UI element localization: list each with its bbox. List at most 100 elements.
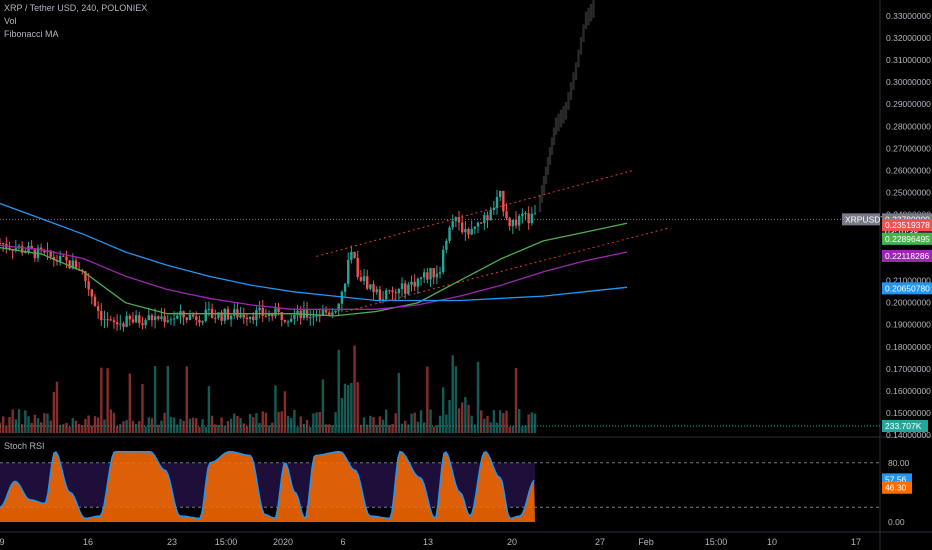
price-badge-text: 0.20650780 [885,283,930,293]
symbol-badge-text: XRPUSDT [845,214,886,224]
candle-body [454,217,458,221]
candle-body [100,311,103,321]
volume-bar [394,413,397,433]
projection-candle [552,127,556,146]
candle-body [96,306,100,312]
candle-body [65,256,68,261]
x-tick-label: 23 [167,537,177,547]
x-tick-label: 9 [0,537,5,547]
volume-bar [185,366,188,433]
volume-bar [375,424,378,433]
candle-body [312,316,315,318]
candle-body [115,322,119,325]
candle-body [486,215,489,221]
rsi-d-badge [882,481,912,494]
volume-bar [293,409,296,433]
candle-body [514,219,518,226]
candle-body [467,228,470,235]
candle-body [150,315,154,321]
volume-bar [87,415,90,433]
candle-body [353,251,356,258]
candle-body [435,273,439,278]
x-tick-label: 27 [595,537,605,547]
volume-bar [328,424,331,433]
volume-bar [324,424,328,433]
volume-bar [20,424,24,433]
candle-body [448,227,451,241]
volume-bar [157,424,160,433]
candle-body [283,319,287,322]
x-tick-label: 16 [83,537,93,547]
volume-bar [435,425,439,433]
volume-bar [369,415,372,433]
candle-body [214,317,217,319]
projection-candle [572,72,575,90]
candle-body [359,277,363,281]
candle-body [195,316,198,320]
candle-body [315,315,318,317]
candle-body [328,312,331,315]
candle-body [445,240,448,250]
volume-bar [77,424,81,433]
candle-body [58,255,62,262]
candle-body [191,314,195,317]
y-tick-label: 0.17000000 [886,364,931,374]
projection-candle [544,166,548,185]
candle-body [343,283,347,292]
candle-body [172,318,176,320]
volume-bar [252,417,255,433]
candle-body [498,190,502,197]
candle-body [204,309,207,322]
projection-candle [550,137,554,155]
candle-body [286,321,290,323]
price-badge [882,219,932,232]
candle-body [394,292,397,294]
projection-candle [548,147,552,165]
volume-bar [17,409,21,433]
projection-candle [554,117,558,136]
candle-body [305,309,309,318]
projection-candle [582,24,585,42]
volume-bar [350,383,353,433]
candle-body [153,316,157,321]
candle-body [495,196,499,208]
projection-candle [538,194,542,213]
x-tick-label: Feb [638,537,654,547]
candle-body [217,312,220,318]
projection-candle [569,82,573,100]
candle-body [381,299,385,301]
volume-badge-text: 233.707K [885,421,922,431]
price-badge-text: 0.23519378 [885,220,930,230]
candle-body [293,314,296,319]
candle-body [252,316,255,321]
volume-bar [90,425,94,433]
volume-bar [404,420,407,433]
candle-body [39,247,43,251]
volume-bar [191,417,195,433]
projection-candle [562,105,565,124]
volume-bar [517,409,521,433]
candle-body [24,252,27,254]
candle-body [176,315,179,319]
x-tick-label: 17 [851,537,861,547]
volume-bar [201,419,204,433]
volume-bar [55,381,59,433]
volume-bar [49,420,52,433]
volume-bar [58,424,62,433]
volume-bar [441,387,445,433]
projection-candle [589,3,593,22]
candle-body [479,222,483,224]
candle-body [492,207,496,210]
candle-body [340,291,344,304]
x-tick-label: 15:00 [705,537,728,547]
volume-bar [27,416,30,433]
candle-body [280,312,283,320]
volume-bar [511,426,515,433]
volume-bar [138,421,141,433]
volume-bar [153,366,157,433]
volume-bar [271,422,274,433]
volume-bar [508,426,511,433]
candle-body [264,315,268,317]
candle-body [223,308,226,321]
